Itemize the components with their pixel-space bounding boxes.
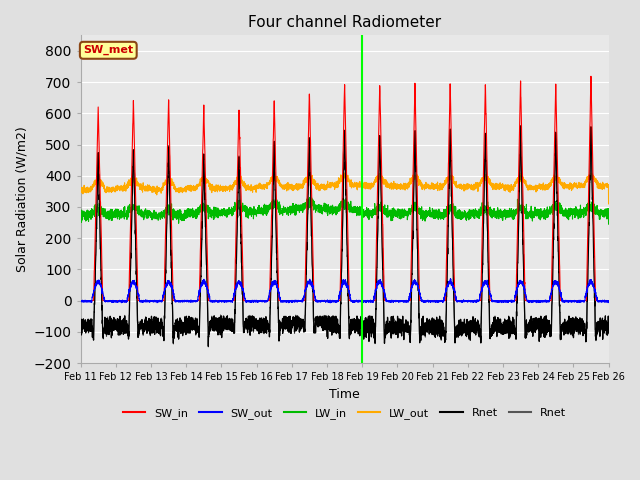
- SW_in: [77, 298, 84, 303]
- SW_out: [604, 298, 612, 304]
- Rnet: [516, 123, 524, 129]
- SW_out: [434, 299, 442, 305]
- LW_in: [172, 210, 179, 216]
- SW_out: [447, 276, 454, 282]
- Rnet2: [205, 344, 212, 350]
- SW_out: [324, 298, 332, 304]
- Rnet: [77, 319, 84, 325]
- Y-axis label: Solar Radiation (W/m2): Solar Radiation (W/m2): [15, 126, 28, 272]
- SW_in: [605, 298, 612, 303]
- SW_in: [493, 298, 500, 303]
- LW_out: [493, 184, 500, 190]
- LW_in: [493, 212, 500, 217]
- LW_out: [604, 182, 612, 188]
- LW_in: [325, 204, 333, 210]
- LW_out: [463, 183, 470, 189]
- SW_in: [463, 298, 470, 303]
- Rnet2: [172, 320, 179, 326]
- SW_out: [326, 300, 334, 306]
- SW_out: [77, 299, 84, 305]
- LW_in: [77, 206, 84, 212]
- Line: Rnet: Rnet: [81, 126, 609, 346]
- Rnet: [172, 319, 179, 325]
- Rnet: [605, 322, 612, 327]
- Rnet: [493, 325, 500, 331]
- Rnet: [604, 325, 612, 331]
- Rnet: [325, 320, 333, 326]
- Title: Four channel Radiometer: Four channel Radiometer: [248, 15, 441, 30]
- LW_out: [77, 186, 84, 192]
- Text: SW_met: SW_met: [83, 45, 133, 55]
- Rnet2: [77, 320, 84, 326]
- SW_out: [172, 299, 179, 305]
- SW_in: [604, 298, 612, 303]
- X-axis label: Time: Time: [329, 388, 360, 401]
- Line: LW_in: LW_in: [81, 198, 609, 224]
- Rnet: [434, 333, 442, 338]
- Rnet2: [325, 322, 333, 328]
- LW_in: [434, 213, 442, 219]
- Rnet: [205, 343, 212, 349]
- Rnet2: [434, 333, 442, 338]
- LW_in: [463, 213, 470, 218]
- Line: LW_out: LW_out: [81, 173, 609, 204]
- SW_out: [605, 298, 612, 304]
- LW_out: [605, 201, 612, 207]
- LW_in: [604, 209, 612, 215]
- SW_out: [493, 299, 500, 305]
- LW_out: [434, 179, 442, 185]
- LW_in: [306, 195, 314, 201]
- Rnet2: [516, 123, 524, 129]
- Rnet2: [463, 322, 470, 328]
- Rnet: [463, 323, 470, 328]
- SW_in: [433, 298, 441, 303]
- Legend: SW_in, SW_out, LW_in, LW_out, Rnet, Rnet: SW_in, SW_out, LW_in, LW_out, Rnet, Rnet: [119, 403, 570, 423]
- Rnet2: [605, 322, 612, 328]
- LW_out: [271, 170, 278, 176]
- LW_out: [325, 184, 333, 190]
- Line: SW_out: SW_out: [81, 279, 609, 303]
- Line: SW_in: SW_in: [81, 76, 609, 300]
- SW_out: [463, 299, 470, 304]
- LW_out: [172, 187, 179, 193]
- Rnet2: [604, 325, 612, 331]
- LW_in: [605, 221, 612, 227]
- SW_in: [587, 73, 595, 79]
- Rnet2: [493, 326, 500, 332]
- SW_in: [172, 298, 179, 303]
- SW_in: [324, 298, 332, 303]
- Line: Rnet2: Rnet2: [81, 126, 609, 347]
